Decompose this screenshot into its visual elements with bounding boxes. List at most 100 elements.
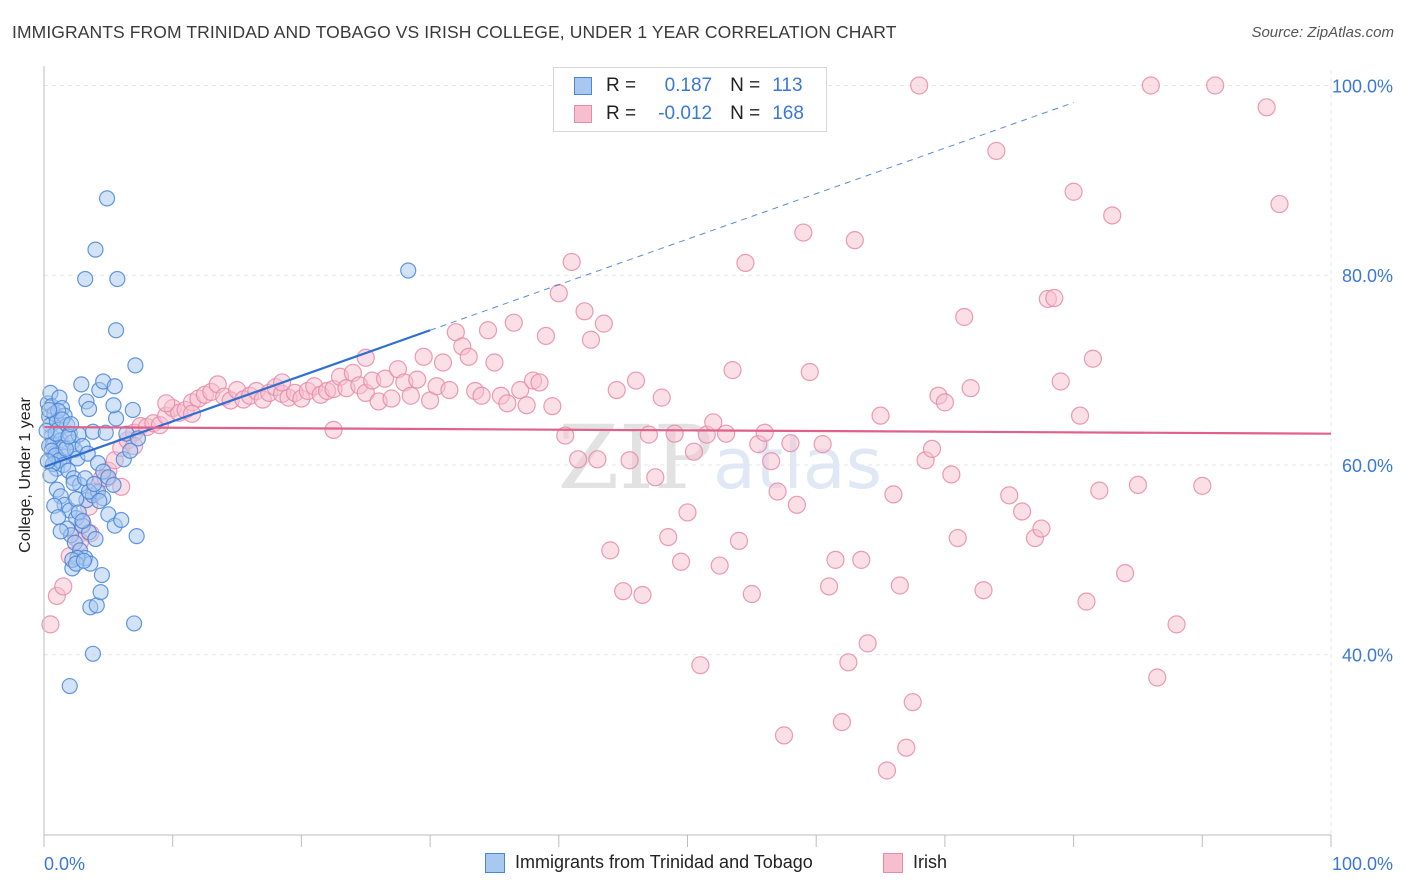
irish-point xyxy=(961,379,980,398)
y-tick-label: 60.0% xyxy=(1342,456,1393,476)
irish-point xyxy=(433,353,453,372)
legend-r-label: R = xyxy=(606,103,637,124)
irish-point xyxy=(1193,476,1212,495)
irish-point xyxy=(569,450,588,469)
trinidad-tobago-point xyxy=(93,566,111,584)
trinidad-tobago-point xyxy=(42,467,59,484)
irish-point xyxy=(1257,98,1276,117)
legend-row-irish: R = -0.012 N = 168 xyxy=(574,101,804,127)
legend-swatch-blue xyxy=(574,77,592,95)
irish-point xyxy=(935,393,955,412)
irish-point xyxy=(665,424,684,443)
trinidad-tobago-point xyxy=(122,442,139,459)
irish-point xyxy=(401,386,420,405)
irish-point xyxy=(1148,668,1167,687)
irish-point xyxy=(581,330,601,349)
legend-n-label: N = xyxy=(730,103,761,124)
irish-point xyxy=(485,353,504,372)
irish-point xyxy=(1051,372,1070,391)
irish-point xyxy=(382,389,401,408)
irish-point xyxy=(536,326,556,346)
legend-r-value: 0.187 xyxy=(664,75,713,96)
irish-point xyxy=(742,584,761,604)
trinidad-tobago-point xyxy=(125,615,143,632)
irish-point xyxy=(1032,519,1051,538)
trinidad-tobago-point xyxy=(38,422,55,439)
trinidad-tobago-point xyxy=(113,511,130,529)
axes: 40.0% 60.0% 80.0% 100.0% 0.0% 100.0% xyxy=(43,66,1393,874)
irish-point xyxy=(781,434,800,453)
chart-title: IMMIGRANTS FROM TRINIDAD AND TOBAGO VS I… xyxy=(12,22,897,42)
trinidad-tobago-point xyxy=(86,475,103,493)
irish-point xyxy=(1103,206,1122,225)
irish-point xyxy=(1000,486,1019,505)
x-tick-label: 100.0% xyxy=(1332,854,1393,874)
trinidad-tobago-point xyxy=(124,401,141,419)
irish-point xyxy=(54,577,73,596)
irish-point xyxy=(897,738,916,757)
irish-point xyxy=(498,394,517,413)
irish-point xyxy=(839,653,858,672)
trinidad-tobago-point xyxy=(50,509,67,526)
trinidad-tobago-point xyxy=(41,401,58,419)
irish-point xyxy=(684,442,704,461)
trinidad-tobago-point xyxy=(87,241,104,258)
trinidad-tobago-point xyxy=(92,584,109,601)
irish-point xyxy=(1128,475,1148,495)
irish-point xyxy=(440,380,459,400)
irish-point xyxy=(691,656,710,675)
irish-point xyxy=(826,550,845,569)
irish-point xyxy=(530,373,549,392)
irish-point xyxy=(517,396,536,415)
irish-point xyxy=(620,451,639,470)
trinidad-tobago-point xyxy=(75,552,92,569)
irish-point xyxy=(472,386,491,405)
legend-row-trinidad: R = 0.187 N = 113 xyxy=(574,73,803,99)
irish-point xyxy=(1141,76,1160,95)
irish-point xyxy=(974,581,993,600)
irish-point xyxy=(659,527,678,547)
irish-point xyxy=(1077,592,1096,611)
y-tick-label: 40.0% xyxy=(1342,646,1393,666)
legend-n-label: N = xyxy=(730,75,761,96)
trend-lines xyxy=(43,102,1332,468)
y-tick-label: 80.0% xyxy=(1342,266,1393,286)
irish-point xyxy=(1090,481,1109,500)
trinidad-tobago-point xyxy=(52,523,69,540)
irish-point xyxy=(755,423,774,442)
trinidad-tobago-point xyxy=(109,270,126,288)
trinidad-tobago-point xyxy=(107,410,125,427)
bottom-legend-label-irish: Irish xyxy=(913,852,948,872)
irish-point xyxy=(717,424,736,443)
irish-point xyxy=(813,435,832,454)
irish-point xyxy=(1013,502,1032,521)
irish-trend-line xyxy=(43,425,1332,435)
bottom-legend-irish: Irish xyxy=(883,852,947,873)
chart-source: Source: ZipAtlas.com xyxy=(1251,24,1394,41)
irish-point xyxy=(903,693,922,712)
irish-point xyxy=(549,284,568,303)
irish-point xyxy=(639,425,658,444)
irish-point xyxy=(1270,194,1289,214)
trinidad-tobago-point xyxy=(74,512,91,530)
legend-r-value: -0.012 xyxy=(658,103,713,124)
irish-point xyxy=(601,541,620,560)
irish-point xyxy=(1064,182,1083,201)
legend-swatch-pink xyxy=(574,105,592,123)
irish-point xyxy=(710,556,729,575)
legend-r-label: R = xyxy=(606,75,637,96)
irish-point xyxy=(768,482,787,501)
trinidad-tobago-points xyxy=(38,190,417,695)
irish-point xyxy=(910,76,929,95)
irish-point xyxy=(671,552,691,571)
trinidad-tobago-point xyxy=(62,416,80,433)
irish-point xyxy=(819,577,839,596)
irish-point xyxy=(1083,349,1103,368)
irish-point xyxy=(504,313,523,332)
irish-point xyxy=(543,397,562,416)
trinidad-tobago-trend-extension xyxy=(429,102,1074,331)
irish-point xyxy=(511,380,530,400)
trinidad-tobago-trend-line xyxy=(43,329,431,468)
irish-point xyxy=(588,450,607,469)
